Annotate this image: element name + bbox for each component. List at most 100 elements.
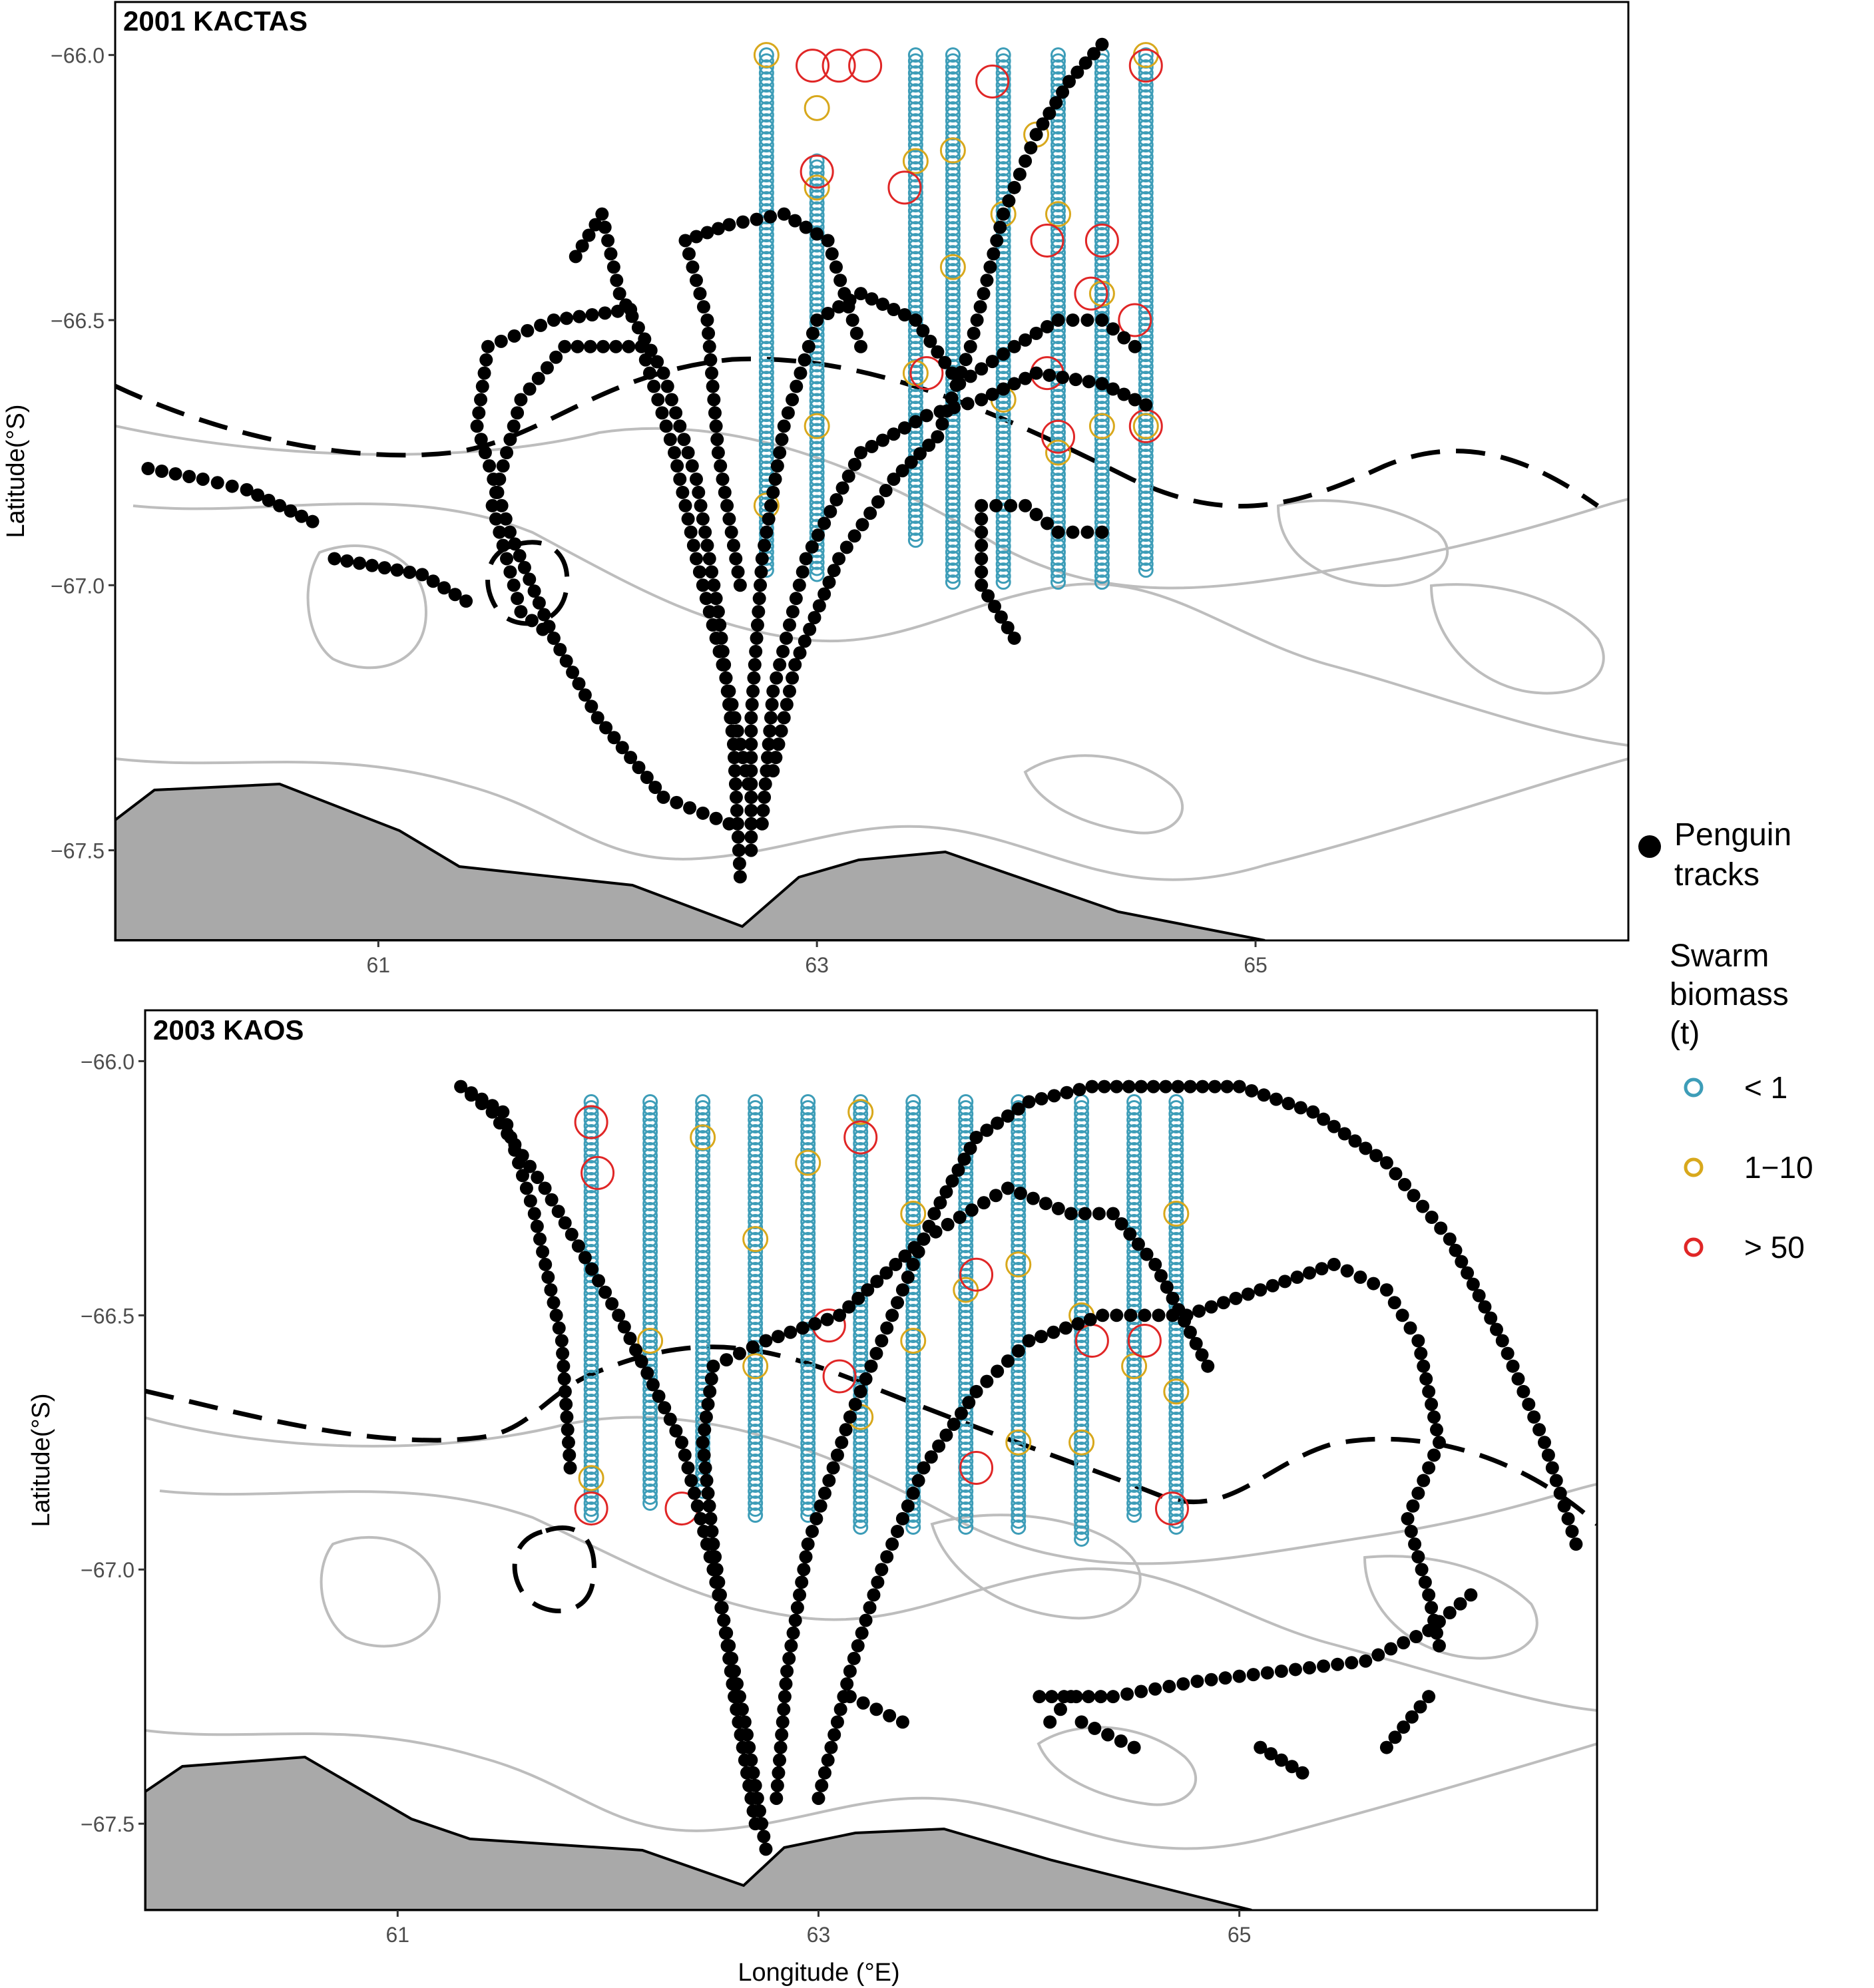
penguin-track-point [1317, 1112, 1331, 1126]
swarm-point-small [1094, 179, 1110, 195]
swarm-point-small [1138, 245, 1154, 261]
swarm-point-small [748, 1393, 764, 1409]
penguin-track-point [656, 790, 670, 804]
penguin-track-point [678, 1448, 692, 1462]
penguin-track-points [141, 37, 1153, 884]
swarm-point-small [1094, 53, 1110, 69]
penguin-track-point [1051, 313, 1065, 327]
penguin-track-point [1434, 1221, 1448, 1235]
swarm-point-small [1168, 1231, 1184, 1247]
penguin-track-point [713, 1588, 727, 1602]
swarm-point-small [583, 1195, 599, 1211]
penguin-track-point [835, 481, 849, 495]
penguin-track-point [1092, 1207, 1106, 1221]
swarm-point-small [907, 179, 923, 195]
penguin-track-point [495, 498, 509, 512]
penguin-track-point [889, 1257, 903, 1271]
swarm-point-small [905, 1129, 921, 1145]
penguin-track-point [601, 234, 615, 248]
penguin-track-point [642, 366, 656, 380]
penguin-track-point [786, 671, 800, 685]
swarm-point-small [1051, 173, 1066, 189]
penguin-track-point [273, 498, 287, 512]
swarm-point-small [905, 1297, 921, 1313]
swarm-point-small [1011, 1231, 1027, 1247]
swarm-point-small [995, 467, 1011, 483]
swarm-point-small [958, 1327, 974, 1343]
penguin-track-point [622, 339, 636, 353]
swarm-point-small [642, 1489, 658, 1505]
penguin-track-point [1131, 1237, 1145, 1251]
swarm-point-small [1051, 65, 1066, 81]
penguin-track-point [1264, 1747, 1278, 1761]
swarm-point-large [1118, 303, 1152, 337]
swarm-point-small [758, 443, 774, 459]
swarm-point-small [907, 299, 923, 315]
swarm-point-small [800, 1279, 816, 1295]
penguin-track-point [475, 1092, 489, 1106]
penguin-track-point [1532, 1423, 1546, 1437]
swarm-point-small [995, 544, 1011, 560]
penguin-track-point [590, 711, 604, 725]
swarm-point-small [905, 1519, 921, 1535]
swarm-point-medium [804, 413, 830, 439]
swarm-point-small [853, 1465, 869, 1481]
penguin-track-point [818, 516, 831, 530]
swarm-point-small [809, 566, 825, 582]
swarm-point-small [907, 71, 923, 87]
swarm-point-small [800, 1123, 816, 1139]
swarm-point-small [1011, 1297, 1027, 1313]
penguin-track-point [757, 1830, 771, 1844]
penguin-track-point [682, 247, 696, 261]
swarm-point-small [905, 1201, 921, 1217]
swarm-point-small [758, 107, 774, 123]
penguin-track-point [652, 1389, 666, 1403]
swarm-point-small [800, 1345, 816, 1361]
swarm-point-small [758, 281, 774, 297]
swarm-point-small [583, 1351, 599, 1367]
swarm-point-small [583, 1279, 599, 1295]
penguin-track-point [475, 379, 489, 393]
penguin-track-point [707, 578, 721, 592]
swarm-point-small [1051, 113, 1066, 129]
swarm-point-small [1094, 83, 1110, 99]
penguin-track-point [686, 538, 700, 552]
penguin-track-point [755, 817, 769, 831]
swarm-point-small [695, 1279, 711, 1295]
penguin-track-point [1146, 1080, 1160, 1093]
penguin-track-point [701, 1486, 715, 1500]
swarm-point-small [1138, 77, 1154, 93]
penguin-track-point [1029, 128, 1043, 142]
y-axis: −66.0−66.5−67.0−67.5 [81, 1050, 145, 1836]
swarm-point-small [758, 137, 774, 153]
penguin-track-point [706, 379, 720, 393]
swarm-point-small [907, 173, 923, 189]
penguin-track-point [782, 684, 796, 698]
swarm-point-small [995, 131, 1011, 147]
swarm-point-small [800, 1375, 816, 1391]
swarm-point-small [800, 1483, 816, 1499]
swarm-point-small [583, 1291, 599, 1307]
swarm-point-small [1094, 556, 1110, 572]
penguin-track-point [744, 817, 758, 831]
swarm-point-small [905, 1417, 921, 1433]
penguin-track-point [552, 1321, 566, 1335]
swarm-point-small [1011, 1447, 1027, 1463]
swarm-point-small [905, 1399, 921, 1415]
penguin-track-point [539, 1257, 553, 1271]
penguin-track-point [994, 610, 1008, 624]
penguin-track-point [684, 525, 698, 539]
swarm-point-small [958, 1297, 974, 1313]
penguin-track-point [911, 1245, 925, 1259]
swarm-point-small [758, 383, 774, 399]
swarm-point-small [1168, 1189, 1184, 1205]
swarm-point-small [695, 1243, 711, 1259]
swarm-point-medium [900, 1201, 927, 1227]
penguin-track-point [716, 658, 730, 672]
swarm-point-small [853, 1123, 869, 1139]
swarm-point-small [583, 1501, 599, 1517]
swarm-point-small [583, 1231, 599, 1247]
swarm-point-small [958, 1243, 974, 1259]
swarm-point-small [907, 263, 923, 279]
